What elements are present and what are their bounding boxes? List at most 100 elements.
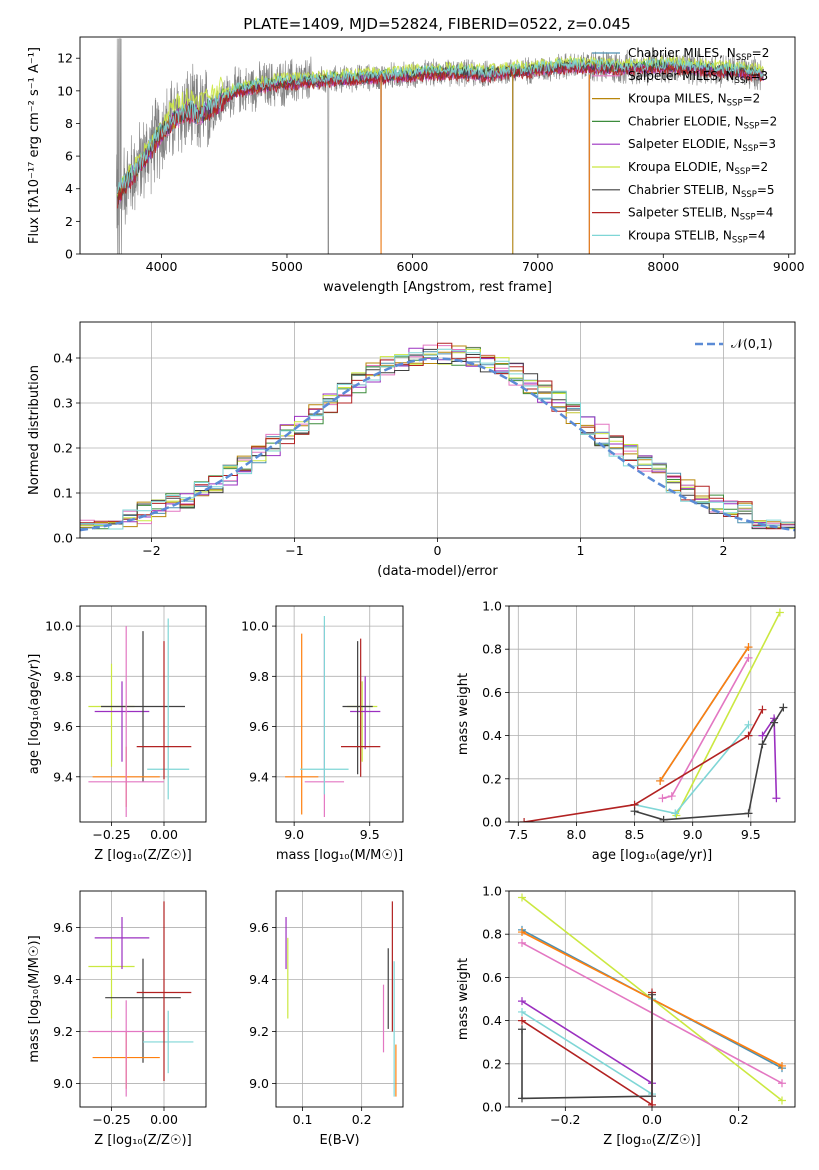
- weight-marker: [778, 1061, 786, 1070]
- y-tick-label: 0.2: [53, 441, 73, 456]
- panel-z-mass: −0.25 0.00 9.0 9.2 9.4 9.6 Z [log₁₀(Z/Z☉)] mass…: [27, 890, 207, 1148]
- y-tick-label: 9.4: [53, 769, 73, 784]
- x-tick-label: −0.25: [92, 827, 130, 842]
- axes-frame: [79, 890, 207, 1108]
- weight-marker: [779, 703, 788, 712]
- x-tick-label: 0.2: [729, 1112, 749, 1127]
- y-tick-label: 1.0: [482, 884, 502, 899]
- y-tick-label: 0.2: [482, 771, 502, 786]
- legend-entry-text: Chabrier MILES, N: [628, 46, 736, 60]
- plot-area: [520, 608, 788, 822]
- weight-marker: [518, 1007, 526, 1016]
- grid: [509, 605, 795, 823]
- weight-marker: [520, 818, 529, 822]
- weight-marker: [775, 608, 784, 617]
- y-tick-label: 9.0: [53, 1076, 73, 1091]
- legend-entry: 𝒩(0,1): [731, 336, 773, 351]
- panel-z-age: −0.25 0.00 9.4 9.6 9.8 10.0 Z [log₁₀(Z/Z☉)] age…: [27, 605, 207, 863]
- plot-area: [88, 901, 194, 1097]
- weight-marker: [630, 807, 639, 816]
- panel-spectrum: 4000 5000 6000 7000 8000 9000 0 2 4 6 8 10 12 wavelen…: [27, 36, 805, 295]
- x-tick-label: 0.00: [150, 827, 178, 842]
- y-tick-label: 9.2: [53, 1024, 73, 1039]
- legend-entry-text: Chabrier ELODIE, N: [628, 114, 744, 128]
- y-tick-label: 0.6: [482, 685, 502, 700]
- y-tick-label: 0.0: [482, 815, 502, 830]
- x-tick-label: −1: [285, 543, 303, 558]
- axes-frame: [508, 605, 796, 823]
- legend-entry-count: =4: [748, 228, 766, 242]
- legend-entry: Kroupa ELODIE, NSSP=2: [628, 160, 768, 177]
- y-tick-label: 0.6: [482, 970, 502, 985]
- weight-marker: [667, 792, 676, 801]
- weight-marker: [659, 815, 668, 822]
- panel-mass-age: 9.0 9.5 9.4 9.6 9.8 10.0 mass [log₁₀(M/M☉)]: [241, 605, 404, 863]
- x-tick-label: −2: [142, 543, 160, 558]
- y-axis-label: mass weight: [456, 673, 471, 755]
- y-tick-label: 9.8: [249, 669, 269, 684]
- weight-marker: [758, 740, 767, 749]
- legend-entry-count: =3: [758, 137, 776, 151]
- weight-marker: [656, 776, 665, 785]
- legend-entry: Chabrier ELODIE, NSSP=2: [628, 114, 777, 131]
- weight-line: [523, 709, 764, 822]
- legend-entry-sub: SSP: [744, 121, 760, 131]
- weight-line: [521, 994, 653, 1100]
- y-tick-label: 0.8: [482, 642, 502, 657]
- x-tick-label: 7000: [522, 259, 554, 274]
- y-tick-label: 6: [65, 149, 73, 164]
- x-axis-label: (data-model)/error: [377, 564, 498, 579]
- plot-area: [116, 38, 764, 254]
- legend-entry: Kroupa MILES, NSSP=2: [628, 92, 760, 109]
- legend-entry-count: =4: [756, 206, 774, 220]
- y-tick-label: 9.6: [53, 920, 73, 935]
- y-axis-label: mass weight: [456, 958, 471, 1040]
- y-tick-label: 10.0: [241, 619, 269, 634]
- x-tick-label: 9000: [773, 259, 805, 274]
- x-tick-label: 0.2: [352, 1112, 372, 1127]
- weight-line: [675, 612, 781, 816]
- y-axis-label: mass [log₁₀(M/M☉)]: [27, 935, 42, 1062]
- weight-marker: [744, 720, 753, 729]
- x-tick-label: −0.2: [550, 1112, 580, 1127]
- legend-entry-text: Kroupa MILES, N: [628, 92, 727, 106]
- grid: [276, 891, 403, 1107]
- y-tick-label: 0.4: [482, 728, 502, 743]
- x-axis-label: Z [log₁₀(Z/Z☉)]: [94, 1133, 191, 1148]
- weight-line: [634, 724, 750, 815]
- x-tick-label: 0.00: [150, 1112, 178, 1127]
- weight-marker: [770, 718, 779, 727]
- normal-curve: [80, 357, 795, 532]
- weight-marker: [778, 1096, 786, 1105]
- y-tick-label: 0.0: [482, 1100, 502, 1115]
- y-tick-label: 9.0: [249, 1076, 269, 1091]
- legend-entry-count: =2: [743, 92, 761, 106]
- weight-marker: [658, 794, 667, 803]
- y-axis-label: Flux [fλ10⁻¹⁷ erg cm⁻² s⁻¹ A⁻¹]: [27, 47, 42, 244]
- y-tick-label: 9.6: [249, 719, 269, 734]
- x-tick-label: 5000: [271, 259, 303, 274]
- y-tick-label: 0.4: [482, 1013, 502, 1028]
- panel-z-weight: −0.2 0.0 0.2 0.0 0.2 0.4 0.6 0.8 1.0 Z [log₁₀(Z/Z…: [456, 884, 796, 1148]
- x-tick-label: 9.5: [741, 827, 761, 842]
- weight-marker: [648, 1100, 656, 1107]
- histogram-series: [80, 348, 795, 530]
- figure-title: PLATE=1409, MJD=52824, FIBERID=0522, z=0…: [243, 15, 630, 33]
- x-tick-label: 6000: [397, 259, 429, 274]
- legend-entry-sub: SSP: [741, 190, 757, 200]
- model-spectrum-line: [117, 62, 764, 209]
- axes-frame: [275, 890, 404, 1108]
- y-tick-label: 0.4: [53, 351, 73, 366]
- legend-entry-text: Chabrier STELIB, N: [628, 183, 741, 197]
- x-axis-label: mass [log₁₀(M/M☉)]: [276, 848, 403, 863]
- x-tick-label: 9.0: [284, 827, 304, 842]
- weight-marker: [744, 731, 753, 740]
- legend-entry-text: Salpeter MILES, N: [628, 69, 735, 83]
- weight-marker: [518, 1016, 526, 1025]
- legend-entry-sub: SSP: [735, 76, 751, 86]
- panel-age-weight: 7.5 8.0 8.5 9.0 9.5 0.0 0.2 0.4 0.6 0.8 1.0 age [lo…: [456, 599, 796, 863]
- legend-entry-text: Salpeter STELIB, N: [628, 206, 740, 220]
- y-tick-label: 2: [65, 214, 73, 229]
- x-tick-label: 7.5: [508, 827, 528, 842]
